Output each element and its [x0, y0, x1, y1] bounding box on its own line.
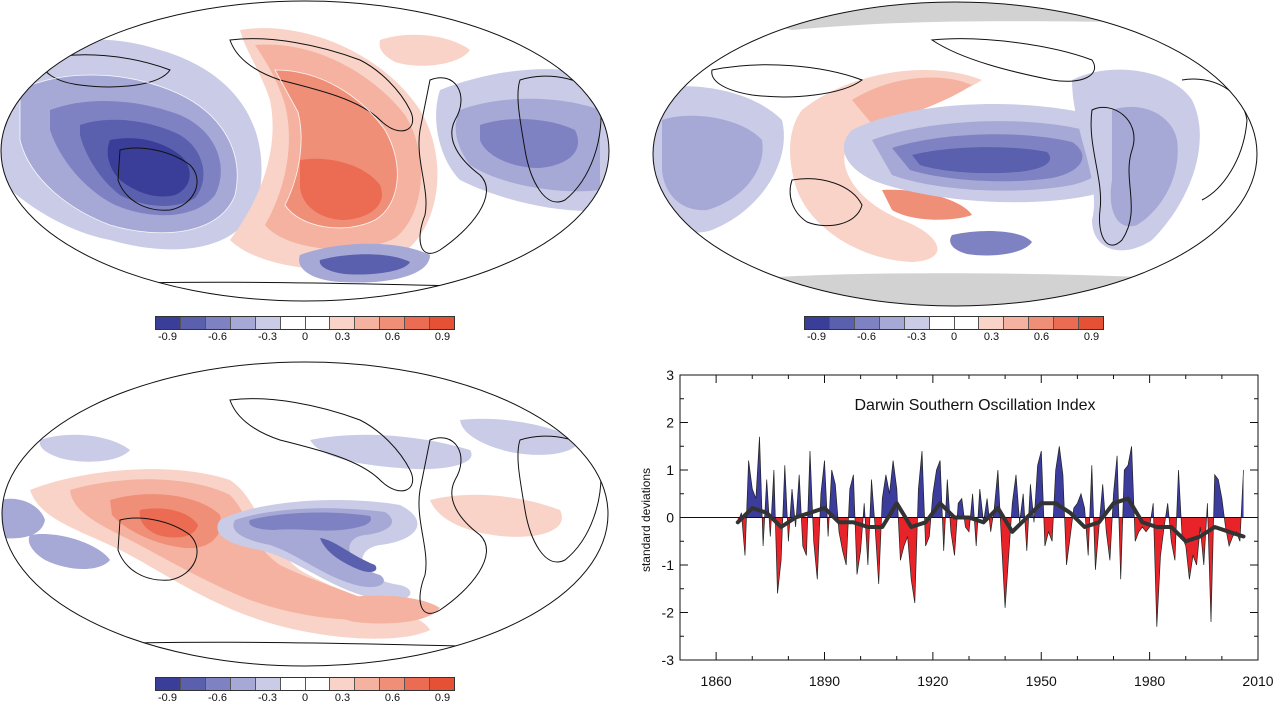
y-tick-label: 1: [666, 462, 674, 478]
colorbar-tick-label: 0.6: [384, 331, 401, 343]
x-tick-label: 1980: [1134, 673, 1165, 689]
y-axis-label: standard deviations: [639, 468, 653, 572]
colorbar-cell: [255, 678, 281, 690]
map-top-left: [0, 0, 610, 302]
map-panel-top-left: [0, 0, 610, 312]
colorbar-cell: [180, 317, 206, 329]
colorbar-cell: [879, 317, 905, 329]
colorbar-tick-label: 0.3: [334, 692, 351, 704]
colorbar-cell: [829, 317, 855, 329]
colorbar-cell: [355, 678, 381, 690]
colorbar-top-right: -0.9 -0.6 -0.3 0 0.3 0.6 0.9: [804, 316, 1104, 346]
colorbar-tick-label: -0.6: [208, 692, 227, 704]
negative-area: [737, 517, 1244, 627]
colorbar-cell: [854, 317, 880, 329]
colorbar-cells: [804, 316, 1104, 330]
colorbar-tick-label: -0.3: [258, 331, 277, 343]
colorbar-cell: [156, 678, 181, 690]
colorbar-cell: [180, 678, 206, 690]
colorbar-cell: [230, 678, 256, 690]
colorbar-cell: [380, 678, 406, 690]
colorbar-cell: [230, 317, 256, 329]
y-tick-label: -3: [662, 652, 675, 668]
colorbar-tick-label: -0.3: [258, 692, 277, 704]
y-tick-label: -2: [662, 605, 675, 621]
colorbar-tick-label: -0.6: [208, 331, 227, 343]
smoothed-line: [735, 496, 1246, 544]
colorbar-cell: [305, 678, 331, 690]
colorbar-cell: [904, 317, 930, 329]
x-tick-label: 1890: [809, 673, 840, 689]
colorbar-cell: [355, 317, 381, 329]
x-tick-label: 1920: [917, 673, 948, 689]
colorbar-cell: [979, 317, 1005, 329]
colorbar-cell: [380, 317, 406, 329]
colorbar-tick-label: 0: [301, 692, 309, 704]
colorbar-cell: [205, 317, 231, 329]
colorbar-cell: [405, 317, 431, 329]
colorbar-top-left: -0.9 -0.6 -0.3 0 0.3 0.6 0.9: [155, 316, 455, 346]
colorbar-cell: [1004, 317, 1030, 329]
x-tick-label: 1950: [1026, 673, 1057, 689]
colorbar-cell: [330, 317, 356, 329]
colorbar-cell: [430, 317, 455, 329]
colorbar-cell: [280, 317, 306, 329]
index-line: [737, 436, 1244, 627]
colorbar-cell: [255, 317, 281, 329]
y-tick-label: -1: [662, 557, 675, 573]
colorbar-tick-label: -0.6: [857, 331, 876, 343]
colorbar-cells: [155, 677, 455, 691]
colorbar-tick-label: 0.3: [983, 331, 1000, 343]
colorbar-cell: [205, 678, 231, 690]
colorbar-cell: [1079, 317, 1104, 329]
colorbar-cell: [405, 678, 431, 690]
colorbar-tick-label: 0: [301, 331, 309, 343]
colorbar-cell: [280, 678, 306, 690]
colorbar-tick-label: 0.6: [384, 692, 401, 704]
y-tick-label: 3: [666, 367, 674, 383]
colorbar-tick-label: 0.9: [434, 331, 451, 343]
colorbar-tick-label: 0.6: [1033, 331, 1050, 343]
map-bottom-left: [1, 361, 609, 667]
colorbar-tick-label: 0.3: [334, 331, 351, 343]
map-panel-bottom-left: [0, 360, 610, 672]
colorbar-cell: [1054, 317, 1080, 329]
colorbar-cell: [305, 317, 331, 329]
colorbar-tick-label: 0: [950, 331, 958, 343]
colorbar-tick-label: -0.9: [158, 331, 177, 343]
map-panel-top-right: [652, 0, 1258, 312]
x-tick-label: 1860: [701, 673, 732, 689]
colorbar-tick-label: 0.9: [434, 692, 451, 704]
colorbar-cell: [954, 317, 980, 329]
colorbar-tick-label: -0.9: [158, 692, 177, 704]
chart-title: Darwin Southern Oscillation Index: [854, 397, 1095, 414]
colorbar-bottom-left: -0.9 -0.6 -0.3 0 0.3 0.6 0.9: [155, 677, 455, 707]
colorbar-cell: [156, 317, 181, 329]
colorbar-cell: [430, 678, 455, 690]
colorbar-cell: [929, 317, 955, 329]
colorbar-tick-label: -0.3: [907, 331, 926, 343]
colorbar-cell: [330, 678, 356, 690]
colorbar-tick-label: 0.9: [1083, 331, 1100, 343]
x-tick-label: 2010: [1242, 673, 1273, 689]
colorbar-cell: [805, 317, 830, 329]
colorbar-tick-label: -0.9: [807, 331, 826, 343]
y-tick-label: 2: [666, 415, 674, 431]
colorbar-cells: [155, 316, 455, 330]
map-top-right: [652, 1, 1258, 307]
colorbar-cell: [1029, 317, 1055, 329]
y-tick-label: 0: [666, 510, 674, 526]
